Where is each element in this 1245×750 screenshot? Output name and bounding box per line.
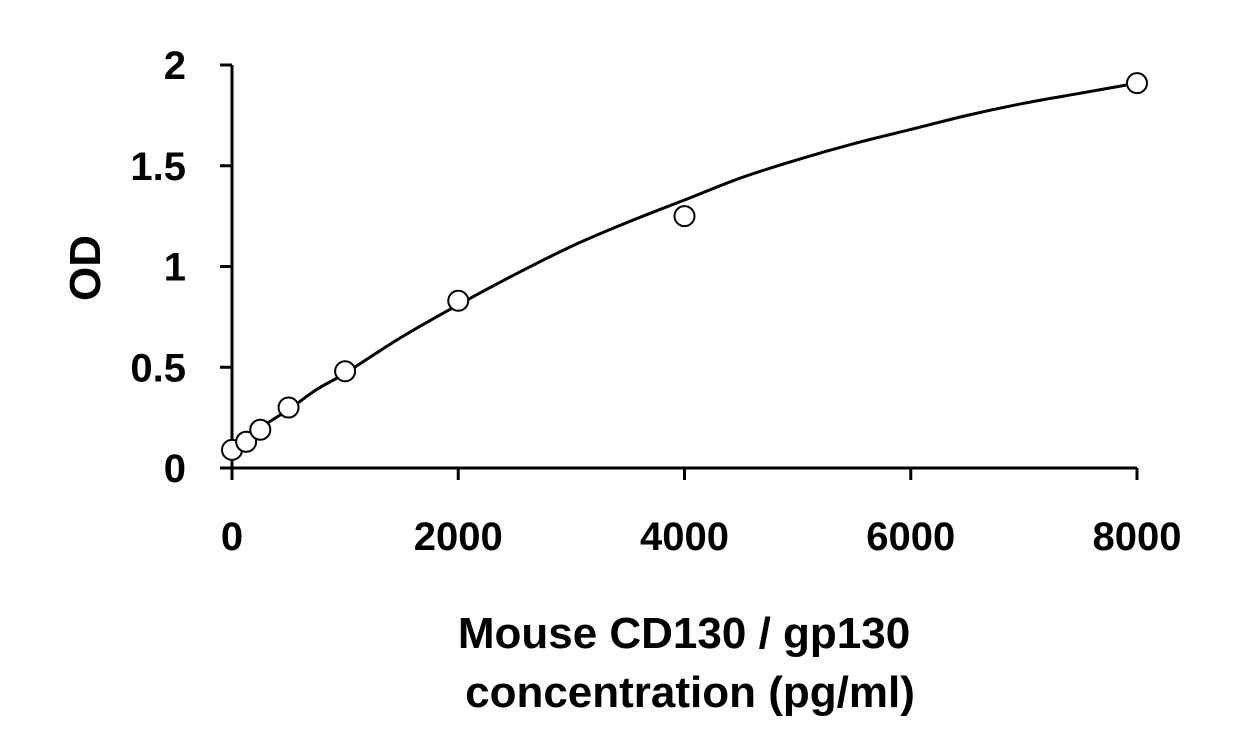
y-tick-label: 1.5: [130, 145, 186, 189]
axis-titles: OD Mouse CD130 / gp130 concentration (pg…: [61, 235, 915, 717]
y-tick-label: 0.5: [130, 346, 186, 390]
y-tick-label: 1: [164, 246, 186, 290]
x-axis-title-line-2: concentration (pg/ml): [465, 668, 915, 717]
x-tick-label: 0: [221, 515, 243, 559]
fit-curve: [231, 81, 1138, 450]
data-point: [673, 205, 696, 228]
data-point: [235, 430, 258, 453]
data-point: [249, 418, 272, 441]
fit-curve-group: [231, 81, 1138, 450]
y-tick-label: 2: [164, 44, 186, 88]
data-point: [277, 396, 300, 419]
data-points: [221, 72, 1148, 461]
y-tick-label: 0: [164, 447, 186, 491]
x-tick-label: 4000: [640, 515, 729, 559]
data-point: [334, 360, 357, 383]
ticks: 0 0.5 1 1.5 2 0 2000 4000 6000 8000: [130, 44, 1181, 559]
data-point: [1126, 72, 1148, 95]
x-axis-title-line-1: Mouse CD130 / gp130: [458, 609, 910, 658]
y-axis-title: OD: [61, 235, 110, 301]
data-point: [447, 289, 470, 312]
x-tick-label: 2000: [414, 515, 503, 559]
x-tick-label: 8000: [1093, 515, 1182, 559]
x-tick-label: 6000: [866, 515, 955, 559]
axes: [230, 65, 1137, 470]
